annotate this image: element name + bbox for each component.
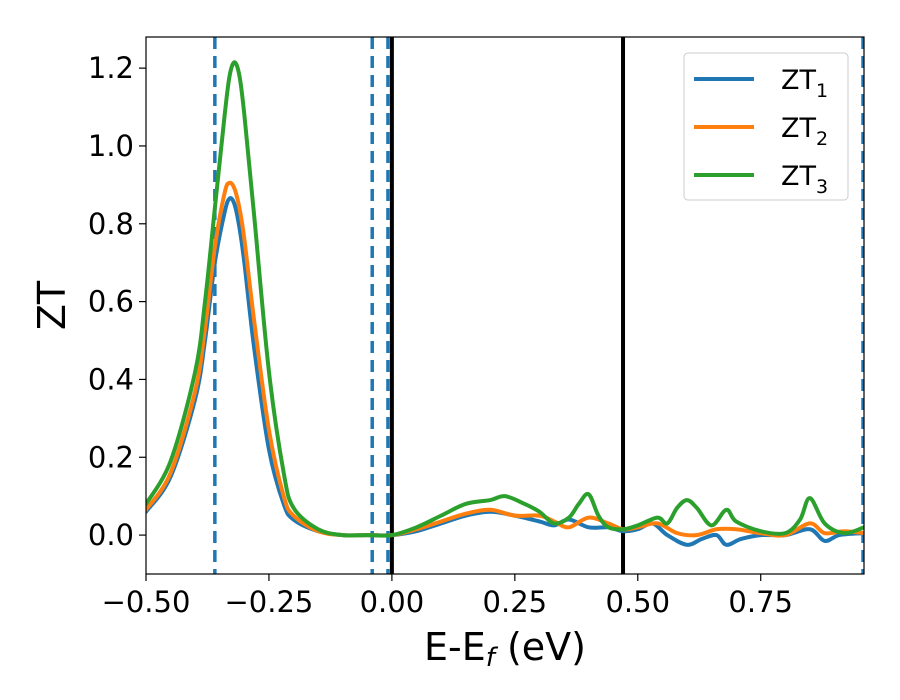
series-line-zt1 bbox=[146, 196, 864, 547]
legend-label-zt3: ZT3 bbox=[781, 161, 828, 198]
y-tick-label: 0.6 bbox=[88, 285, 134, 319]
legend-label-zt2: ZT2 bbox=[781, 113, 828, 150]
x-tick-label: −0.25 bbox=[225, 585, 314, 619]
x-tick-label: 0.00 bbox=[360, 585, 425, 619]
reference-lines bbox=[213, 37, 864, 574]
series-lines bbox=[146, 60, 864, 547]
plot-area: −0.50 −0.25 0.00 0.25 0.50 0.75 0.00.20.40.60… bbox=[88, 36, 865, 619]
series-line-zt3 bbox=[146, 60, 864, 538]
y-tick-label: 0.2 bbox=[88, 440, 134, 474]
x-tick-label: 0.75 bbox=[728, 585, 793, 619]
axes-frame bbox=[145, 36, 865, 575]
x-tick-label: 0.50 bbox=[605, 585, 670, 619]
x-axis-title-suffix: (eV) bbox=[495, 625, 586, 669]
y-axis-ticks: 0.0 0.2 0.4 0.6 0.8 1.0 1.2 bbox=[88, 51, 146, 552]
y-axis-title: ZT bbox=[30, 280, 74, 330]
series-line-zt2 bbox=[146, 180, 864, 538]
legend-label-zt1: ZT1 bbox=[781, 65, 828, 102]
y-tick-label: 1.2 bbox=[88, 51, 134, 85]
legend-box bbox=[683, 52, 849, 201]
legend: ZT1 ZT2 ZT3 bbox=[683, 52, 849, 201]
x-axis-title: E-Ef (eV) bbox=[424, 625, 586, 673]
y-tick-label: 0.8 bbox=[88, 207, 134, 241]
y-tick-label: 1.0 bbox=[88, 129, 134, 163]
legend-entries: ZT1 ZT2 ZT3 bbox=[694, 65, 828, 198]
y-tick-label: 0.4 bbox=[88, 362, 134, 396]
x-tick-label: −0.50 bbox=[102, 585, 191, 619]
x-axis-title-main: E-E bbox=[424, 625, 486, 669]
x-tick-label: 0.25 bbox=[483, 585, 548, 619]
y-tick-label: 0.0 bbox=[88, 518, 134, 552]
x-axis-ticks: −0.50 −0.25 0.00 0.25 0.50 0.75 bbox=[102, 574, 793, 619]
